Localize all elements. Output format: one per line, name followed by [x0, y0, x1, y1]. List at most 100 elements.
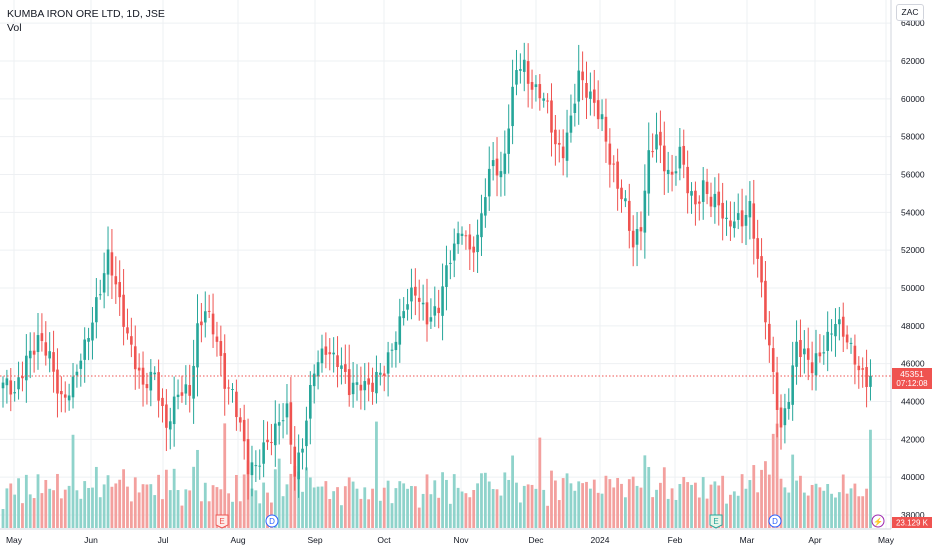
candle-body [196, 323, 199, 368]
dividend-label: D [269, 517, 275, 526]
volume-bar [853, 483, 857, 528]
volume-value: 23.129 K [896, 519, 929, 528]
volume-bar [841, 474, 845, 528]
volume-bar [682, 476, 686, 528]
candle-body [480, 213, 483, 238]
candle-body [153, 372, 157, 375]
time-tick-label: May [6, 535, 23, 545]
volume-bar [705, 498, 709, 528]
last-price-value: 45351 [900, 369, 924, 379]
volume-bar [413, 486, 417, 528]
volume-bar [32, 498, 36, 528]
candle-body [184, 384, 188, 394]
candle-body [180, 392, 184, 396]
candle-body [17, 377, 20, 390]
volume-bar [795, 480, 798, 528]
candle-body [137, 367, 141, 371]
volume-bar [114, 483, 118, 528]
volume-bar [542, 489, 546, 528]
candle-body [627, 200, 631, 231]
candle-body [803, 348, 806, 355]
volume-bar [588, 488, 592, 528]
earnings-icon [709, 514, 723, 529]
volume-bar [779, 478, 783, 528]
volume-bar [837, 492, 841, 528]
candle-body [764, 280, 767, 323]
volume-bar [441, 472, 444, 528]
candle-body [795, 341, 798, 367]
volume-bar [336, 487, 339, 528]
volume-bar [94, 466, 98, 528]
volume-bar [861, 496, 865, 528]
volume-bar [83, 481, 87, 528]
candle-body [200, 321, 203, 326]
candle-body [437, 307, 440, 314]
volume-bar [694, 482, 697, 528]
candle-body [491, 160, 495, 167]
volume-bar [787, 492, 791, 528]
candle-body [768, 323, 771, 346]
candle-body [472, 246, 475, 253]
volume-bar [40, 493, 44, 528]
volume-bar [499, 495, 503, 528]
candle-body [865, 367, 868, 388]
volume-bar [518, 502, 522, 528]
candle-body [460, 233, 464, 236]
time-tick-label: Aug [230, 535, 245, 545]
volume-bar [487, 481, 491, 528]
time-tick-label: Apr [808, 535, 821, 545]
volume-bar [48, 488, 52, 528]
volume-bar [168, 490, 172, 528]
currency-badge[interactable]: ZAC [896, 4, 924, 21]
candle-body [503, 153, 507, 174]
volume-bar [223, 423, 227, 528]
volume-bar [390, 503, 394, 528]
candle-body [670, 171, 674, 175]
volume-bar [184, 489, 188, 528]
candle-body [694, 190, 697, 205]
candle-body [367, 378, 370, 385]
candle-body [355, 382, 359, 385]
candle-body [546, 100, 549, 102]
volume-bar [273, 469, 277, 528]
volume-bar [557, 500, 561, 528]
volume-bar [573, 490, 577, 528]
candle-body [410, 287, 413, 302]
volume-bar [849, 488, 853, 528]
candle-body [507, 128, 510, 154]
volume-bar [771, 433, 775, 528]
candle-body [449, 262, 452, 264]
time-tick-label: Feb [668, 535, 683, 545]
candle-body [274, 423, 277, 446]
candle-body [371, 382, 374, 392]
volume-bar [406, 488, 409, 528]
volume-bar [608, 479, 612, 528]
volume-bar [289, 473, 293, 528]
candle-body [421, 302, 425, 305]
volume-bar [122, 469, 125, 528]
candle-body [414, 286, 417, 296]
volume-bar [857, 496, 861, 528]
candle-body [67, 395, 71, 401]
price-tick-label: 50000 [901, 283, 925, 293]
volume-bar [106, 475, 110, 528]
candle-body [495, 158, 499, 176]
candle-body [258, 465, 262, 467]
candle-body [569, 115, 573, 133]
volume-bar [577, 481, 581, 528]
volume-bar [604, 475, 608, 528]
volume-bar [456, 487, 460, 528]
earnings-label: E [713, 517, 718, 526]
volume-bar [452, 474, 456, 528]
event-icon [871, 514, 885, 528]
candle-body [227, 387, 230, 389]
candle-body [526, 61, 530, 84]
volume-bar [810, 484, 814, 528]
candle-body [655, 134, 658, 150]
candle-body [262, 442, 265, 464]
candle-body [542, 98, 546, 101]
volume-bar [565, 473, 569, 528]
volume-bar [235, 474, 238, 528]
candle-body [289, 402, 293, 445]
